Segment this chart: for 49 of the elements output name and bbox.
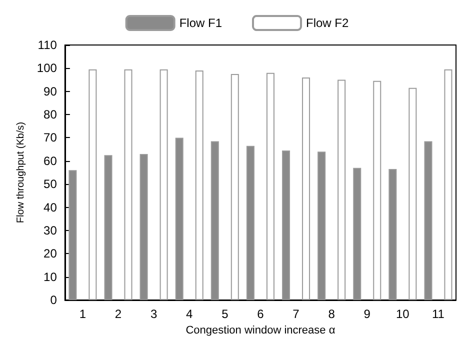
x-axis-title: Congestion window increase α	[186, 324, 336, 336]
x-tick-label: 5	[222, 307, 229, 321]
bar	[388, 169, 397, 300]
x-tick-label: 1	[79, 307, 86, 321]
bar	[210, 141, 219, 300]
bar	[408, 88, 417, 300]
bar	[104, 155, 112, 300]
y-tick-label: 20	[44, 246, 58, 261]
y-tick-label: 50	[44, 177, 58, 192]
x-tick-label: 7	[292, 307, 300, 321]
bar	[353, 168, 362, 300]
y-tick-label: 0	[50, 293, 58, 307]
y-axis-title: Flow throughput (Kb/s)	[16, 122, 26, 224]
bar	[88, 69, 97, 300]
bar	[140, 154, 148, 300]
bar	[282, 150, 290, 300]
x-tick-label: 9	[364, 307, 371, 321]
y-tick-label: 30	[44, 223, 58, 238]
x-tick-label: 8	[328, 307, 336, 321]
bar	[338, 80, 346, 300]
bar	[424, 141, 432, 300]
y-tick-label: 70	[44, 130, 58, 145]
bar	[246, 146, 254, 300]
legend-label: Flow F1	[179, 16, 222, 30]
y-tick-label: 110	[38, 38, 58, 52]
bar	[124, 69, 132, 300]
y-tick-label: 10	[44, 270, 58, 284]
y-tick-label: 100	[36, 61, 58, 76]
y-tick-label: 40	[44, 200, 58, 214]
bar	[373, 80, 382, 300]
x-tick-label: 10	[396, 307, 410, 321]
bar	[318, 152, 326, 300]
bar	[230, 74, 239, 300]
bar	[160, 69, 168, 300]
bar	[266, 72, 274, 300]
bar	[444, 69, 452, 300]
bar	[195, 70, 204, 300]
y-tick-label: 80	[44, 108, 58, 122]
bar	[302, 77, 310, 300]
bar	[175, 138, 184, 300]
x-tick-label: 4	[186, 307, 194, 321]
x-tick-label: 2	[114, 307, 122, 321]
x-tick-label: 6	[257, 307, 264, 321]
x-tick-label: 3	[150, 307, 158, 321]
y-tick-label: 90	[44, 84, 58, 98]
y-tick-label: 60	[44, 154, 58, 168]
legend-label: Flow F2	[306, 16, 349, 30]
x-tick-label: 11	[432, 307, 445, 321]
bar	[68, 170, 77, 300]
